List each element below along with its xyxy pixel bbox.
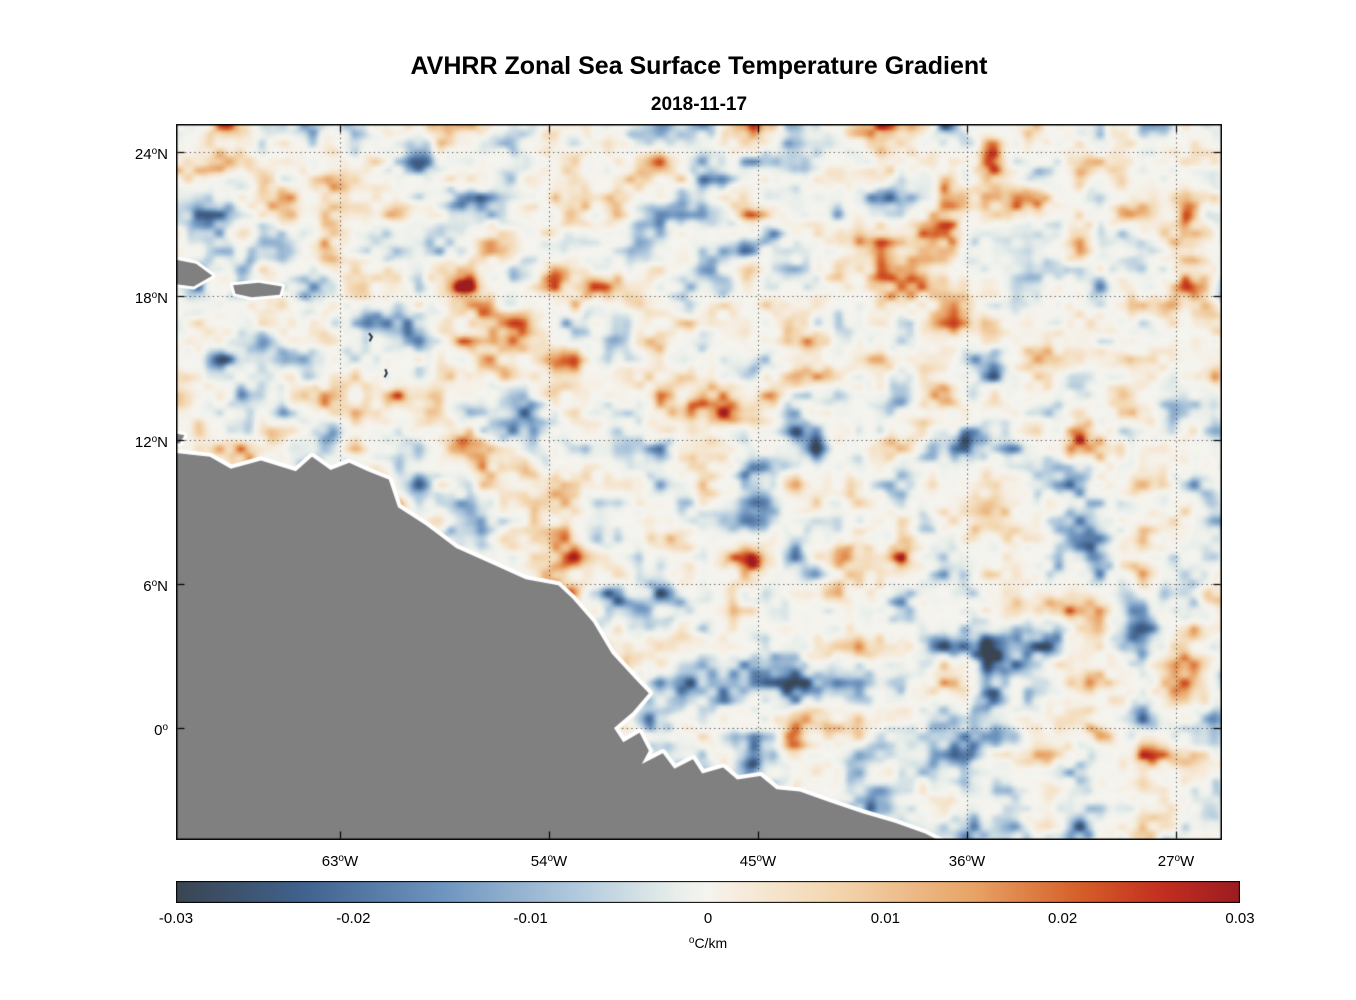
colorbar-tick-label: 0.03 [1225,910,1255,927]
chart-subtitle: 2018-11-17 [650,94,748,115]
x-tick-label: 54oW [530,853,568,870]
colorbar-tick-label: -0.03 [158,910,194,927]
colorbar-tick-label: -0.01 [513,910,548,927]
y-tick-label: 18oN [134,290,168,308]
y-tick-label: 24oN [134,146,168,164]
colorbar-tick-label: 0.01 [870,910,900,927]
x-tick-label: 27oW [1157,853,1195,870]
colorbar-unit-label: oC/km [688,935,728,951]
y-tick-label: 6oN [143,577,168,595]
colorbar-tick-label: -0.02 [336,910,371,927]
chart-title: AVHRR Zonal Sea Surface Temperature Grad… [410,52,988,80]
y-tick-label: 12oN [134,434,168,451]
colorbar-tick-label: 0 [703,910,713,927]
x-tick-label: 45oW [739,853,777,870]
colorbar-tick-label: 0.02 [1048,910,1078,927]
x-tick-label: 36oW [948,853,986,870]
x-tick-label: 63oW [321,853,359,870]
y-tick-label: 0o [154,721,168,739]
sst-gradient-map-canvas [176,124,1222,840]
colorbar [176,881,1240,903]
